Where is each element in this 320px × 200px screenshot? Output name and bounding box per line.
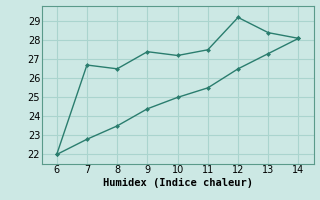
X-axis label: Humidex (Indice chaleur): Humidex (Indice chaleur) (103, 178, 252, 188)
